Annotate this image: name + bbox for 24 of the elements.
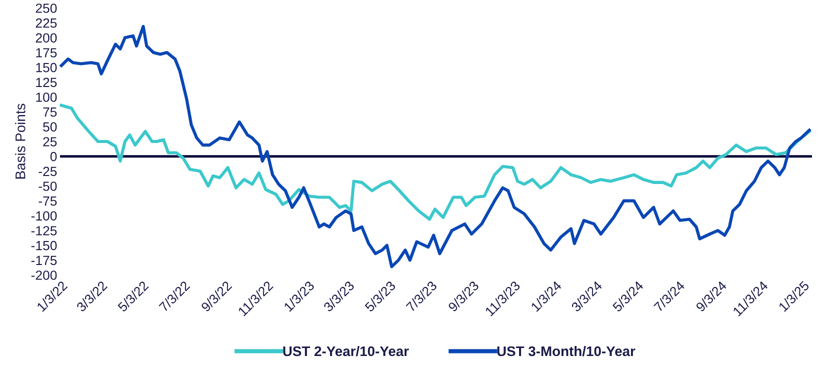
y-tick-label: 225 [36, 18, 57, 28]
y-tick-label: 0 [50, 152, 57, 162]
y-tick-label: 150 [36, 62, 57, 72]
y-tick-label: -100 [31, 211, 57, 221]
y-tick-label: -125 [31, 226, 57, 236]
y-tick-label: 200 [36, 33, 57, 43]
legend-label: UST 2-Year/10-Year [283, 346, 409, 356]
y-tick-label: -150 [31, 240, 57, 250]
y-tick-label: 25 [43, 137, 57, 146]
y-tick-label: -175 [31, 256, 57, 266]
y-tick-label: 250 [36, 4, 57, 13]
y-tick-label: 50 [43, 122, 57, 132]
y-tick-label: -50 [38, 182, 57, 191]
y-tick-label: -200 [31, 270, 57, 280]
y-tick-label: 100 [36, 92, 57, 102]
y-tick-label: -75 [38, 196, 57, 206]
legend-label: UST 3-Month/10-Year [497, 346, 636, 356]
y-tick-label: 125 [36, 78, 57, 88]
line-series [60, 104, 811, 221]
y-tick-label: 75 [43, 108, 57, 117]
line-series [60, 24, 811, 268]
y-tick-label: -25 [38, 166, 57, 176]
y-tick-label: 175 [36, 48, 57, 58]
y-axis-title: Basis Points [15, 104, 26, 179]
